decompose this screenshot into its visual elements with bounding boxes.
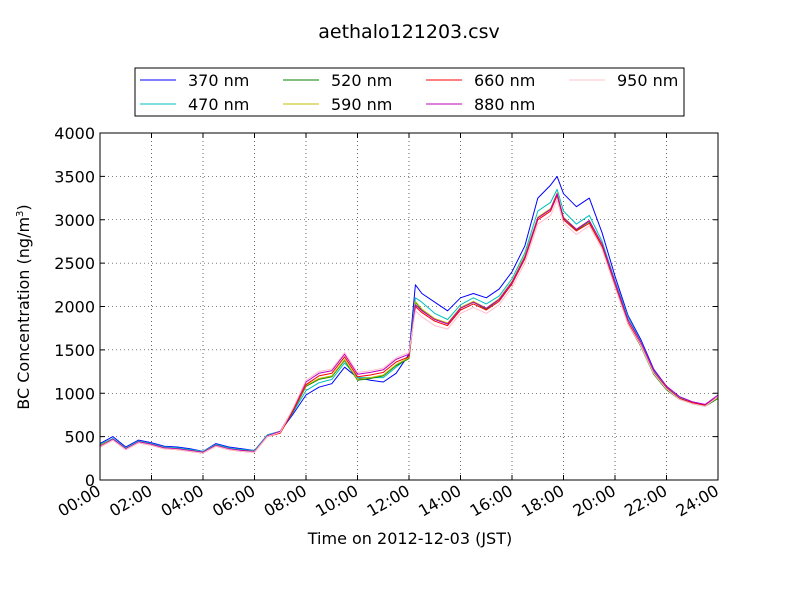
y-axis-label: BC Concentration (ng/m3) <box>14 204 33 409</box>
y-axis-label-close: ) <box>14 204 33 210</box>
y-tick-label: 500 <box>64 428 95 447</box>
y-tick-label: 4000 <box>54 124 95 143</box>
legend-label: 950 nm <box>617 71 678 90</box>
y-tick-label: 0 <box>85 471 95 490</box>
y-tick-label: 3500 <box>54 167 95 186</box>
legend-label: 590 nm <box>331 95 392 114</box>
x-axis-label: Time on 2012-12-03 (JST) <box>307 529 512 548</box>
y-tick-label: 2000 <box>54 298 95 317</box>
series-line-950-nm <box>99 199 719 454</box>
y-axis-label-superscript: 3 <box>15 211 26 217</box>
y-tick-labels: 0 500 1000 1500 2000 2500 3000 3500 4000 <box>54 124 95 490</box>
axis-ticks <box>99 132 719 481</box>
legend-label: 880 nm <box>474 95 535 114</box>
series-line-470-nm <box>99 188 719 452</box>
y-tick-label: 1500 <box>54 341 95 360</box>
legend-label: 370 nm <box>188 71 249 90</box>
legend-label: 470 nm <box>188 95 249 114</box>
y-tick-label: 1000 <box>54 384 95 403</box>
y-tick-label: 2500 <box>54 254 95 273</box>
y-axis-label-main: BC Concentration (ng/m <box>14 217 33 410</box>
legend-label: 520 nm <box>331 71 392 90</box>
legend-label: 660 nm <box>474 71 535 90</box>
series-line-880-nm <box>99 193 719 453</box>
legend-frame <box>134 67 685 117</box>
series-lines <box>99 175 719 454</box>
chart-title: aethalo121203.csv <box>318 21 500 43</box>
legend: 370 nm 470 nm 520 nm 590 nm 660 nm 880 nm 950 … <box>134 67 685 117</box>
y-tick-label: 3000 <box>54 211 95 230</box>
